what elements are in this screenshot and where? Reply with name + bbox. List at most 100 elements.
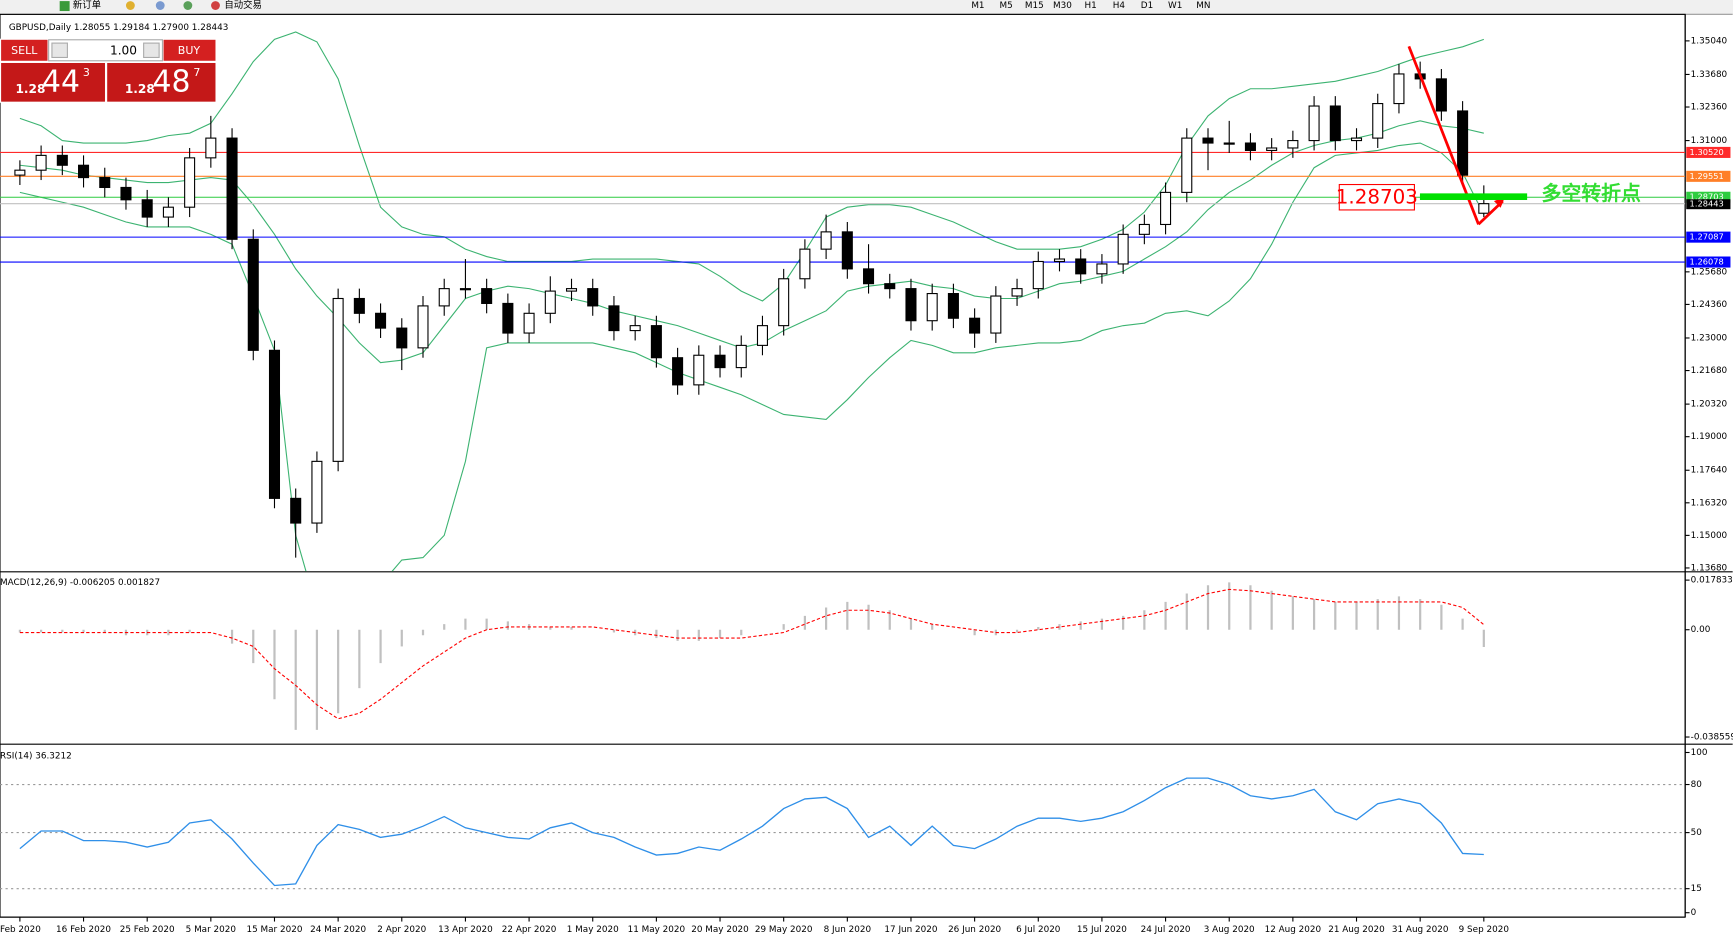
candle-body: [438, 288, 450, 307]
candle-body: [969, 317, 981, 334]
timeframe-button[interactable]: H4: [1113, 1, 1126, 11]
ask-box[interactable]: [107, 62, 216, 102]
candle-body: [268, 349, 281, 499]
sell-button[interactable]: [1, 39, 48, 61]
candle-body: [990, 295, 1002, 334]
level-label: 1.26078: [1690, 257, 1724, 267]
y-axis: 100 80 50 15 0: [0, 748, 1708, 918]
ask-big[interactable]: 1.28: [125, 82, 155, 96]
auto-trading-icon[interactable]: [211, 1, 220, 10]
x-tick-label: 6 Jul 2020: [1016, 925, 1061, 935]
candle-body: [629, 325, 641, 332]
buy-label[interactable]: BUY: [178, 44, 201, 57]
toolbar-icon[interactable]: [183, 1, 193, 10]
timeframe-button[interactable]: MN: [1196, 1, 1210, 11]
auto-trading-button[interactable]: 自动交易: [224, 0, 262, 11]
timeframe-button[interactable]: H1: [1085, 1, 1097, 11]
candle-body: [1350, 137, 1363, 142]
y-tick-label: 1.16320: [1691, 498, 1728, 508]
candle-body: [926, 293, 938, 322]
x-tick-label: 13 Apr 2020: [438, 925, 493, 935]
level-label-box: [1686, 170, 1731, 182]
candle-body: [35, 154, 47, 171]
y-tick-label: 1.15000: [1691, 531, 1728, 541]
level-label-box: [1686, 231, 1731, 243]
lot-value[interactable]: 1.00: [110, 43, 137, 57]
candle-body: [1075, 258, 1087, 275]
ask-main[interactable]: 48: [152, 64, 190, 99]
candle-body: [1287, 140, 1299, 149]
timeframe-button[interactable]: M5: [1000, 1, 1013, 11]
candle-body: [820, 231, 832, 250]
y-tick-label: 1.35040: [1691, 36, 1728, 46]
x-tick-label: 2 Apr 2020: [377, 925, 426, 935]
timeframe-button[interactable]: M1: [971, 1, 984, 11]
macd-panel: [18, 582, 1485, 730]
trade-panel: SELL 1.00 BUY 1.28 44 3 1.28 48 7: [0, 38, 217, 103]
annotation: 多空转折点: [1542, 182, 1642, 205]
y-tick-label: 1.21680: [1691, 366, 1728, 376]
timeframe-button[interactable]: M15: [1025, 1, 1044, 11]
candle-body: [226, 137, 238, 240]
candle-body: [1096, 263, 1108, 275]
y-tick-label: 1.33680: [1691, 70, 1728, 80]
candle-body: [1223, 142, 1235, 145]
timeframe-button[interactable]: M30: [1053, 1, 1072, 11]
y-tick-label: 80: [1691, 780, 1703, 790]
x-tick-label: 17 Jun 2020: [884, 925, 937, 935]
candle-body: [565, 288, 578, 292]
candle-body: [672, 357, 684, 386]
x-tick-label: 9 Sep 2020: [1459, 925, 1510, 935]
candle-body: [1032, 260, 1044, 290]
x-tick-label: 26 Jun 2020: [948, 925, 1001, 935]
candle-body: [905, 288, 917, 322]
candle-body: [162, 206, 174, 218]
new-order-icon[interactable]: [59, 1, 70, 12]
level-label: 1.28703: [1690, 192, 1724, 202]
toolbar: [0, 0, 1733, 15]
candle-body: [693, 354, 705, 386]
y-tick-label: 1.17640: [1691, 466, 1728, 476]
new-order-button[interactable]: 新订单: [73, 0, 101, 11]
lot-field[interactable]: [48, 39, 163, 62]
chart-layers: 1.35040 1.33680 1.32360 1.31000 1.25680 1.243…: [0, 31, 1733, 935]
x-tick-label: 22 Apr 2020: [502, 925, 557, 935]
timeframe-button[interactable]: W1: [1168, 1, 1182, 11]
x-tick-label: 8 Jun 2020: [824, 925, 872, 935]
x-tick-label: 15 Jul 2020: [1077, 925, 1127, 935]
candle-body: [332, 297, 344, 462]
candle-body: [1393, 73, 1405, 105]
sell-label[interactable]: SELL: [11, 44, 38, 57]
ask-pip[interactable]: 7: [193, 66, 200, 79]
candle-body: [1053, 258, 1066, 263]
candle-body: [1202, 137, 1214, 144]
level-label: 1.27087: [1690, 232, 1724, 242]
x-tick-label: 5 Mar 2020: [186, 925, 237, 935]
candle-body: [1329, 105, 1341, 142]
lot-up[interactable]: [143, 42, 160, 59]
candle-body: [56, 154, 68, 166]
timeframe-button[interactable]: D1: [1141, 1, 1153, 11]
y-tick-label: 1.13680: [1691, 563, 1728, 573]
bid-box[interactable]: [1, 62, 105, 102]
rsi-panel: [19, 777, 1484, 887]
candle-body: [523, 312, 535, 334]
y-tick-label: 100: [1691, 748, 1708, 758]
buy-button[interactable]: [163, 39, 216, 61]
toolbar-icon[interactable]: [155, 1, 165, 10]
candle-body: [714, 354, 726, 369]
pivot-bar: [1419, 193, 1528, 201]
bid-pip[interactable]: 3: [83, 66, 90, 79]
y-tick-label: 1.20320: [1691, 400, 1728, 410]
toolbar-icon[interactable]: [125, 1, 135, 10]
candle-body: [375, 312, 387, 329]
timeframe-bar: M1 M5 M15 M30 H1 H4 D1 W1 MN: [971, 1, 1210, 11]
candle-body: [247, 238, 259, 351]
candle-body: [481, 288, 493, 304]
chart-header: GBPUSD,Daily 1.28055 1.29184 1.27900 1.2…: [9, 23, 228, 33]
y-tick-label: 1.32360: [1691, 103, 1728, 113]
bid-big[interactable]: 1.28: [15, 82, 45, 96]
lot-down[interactable]: [51, 42, 68, 59]
bid-main[interactable]: 44: [42, 64, 80, 99]
